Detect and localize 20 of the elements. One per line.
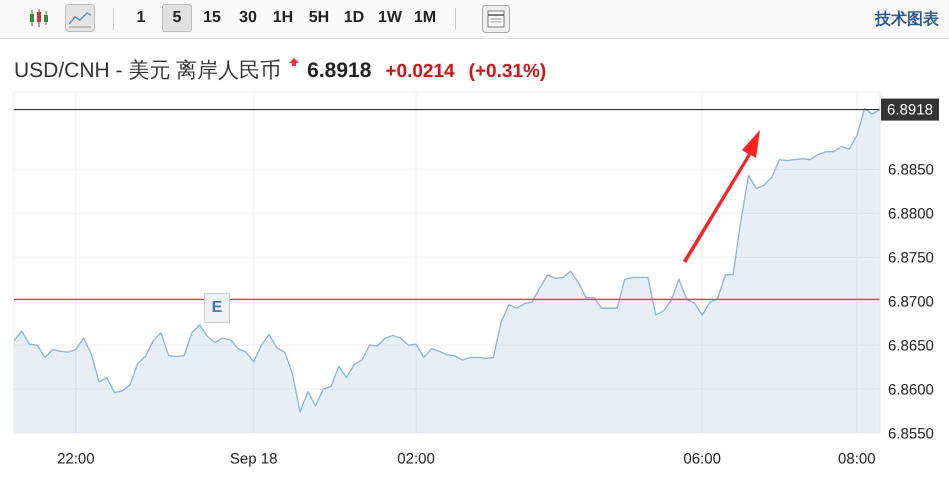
- text: +0.0214: [385, 61, 455, 83]
- y-tick-label: 6.8550: [888, 425, 934, 442]
- text: 1 5 15 30 1H 5H 1D 1W 1M: [136, 9, 436, 26]
- text: 技术图表: [875, 10, 939, 30]
- x-tick-label: 22:00: [57, 450, 95, 468]
- y-tick-label: 6.8700: [888, 293, 934, 310]
- y-tick-label: 6.8850: [888, 162, 934, 179]
- x-tick-label: 08:00: [838, 450, 876, 468]
- x-tick-label: 02:00: [397, 450, 435, 468]
- ref-line-label: 6.8918: [887, 102, 933, 119]
- y-tick-label: 6.8600: [888, 381, 934, 398]
- text: (+0.31%): [468, 61, 546, 83]
- y-tick-label: 6.8650: [888, 337, 934, 354]
- chart-title: USD/CNH - 美元 离岸人民币: [14, 58, 282, 84]
- x-tick-label: 06:00: [683, 450, 721, 468]
- text: 6.8918: [307, 59, 372, 83]
- y-tick-label: 6.8750: [888, 250, 934, 267]
- y-tick-label: 6.8800: [888, 206, 934, 223]
- annotation: E: [204, 293, 230, 323]
- x-tick-label: Sep 18: [230, 450, 278, 468]
